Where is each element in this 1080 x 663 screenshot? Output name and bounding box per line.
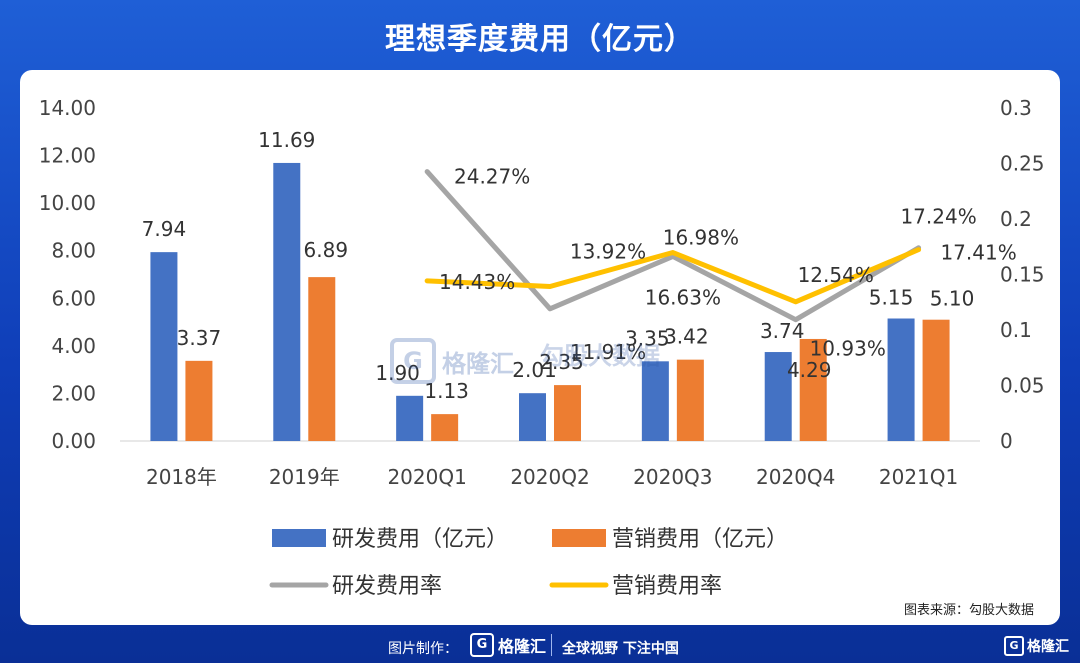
y-left-tick-label: 0.00 (51, 429, 96, 453)
bar-data-label: 3.42 (664, 325, 709, 349)
bar-data-label: 5.15 (869, 286, 914, 310)
bar (519, 393, 546, 441)
bar-data-label: 11.69 (258, 128, 315, 152)
bar-data-label: 3.74 (760, 319, 805, 343)
bar (887, 318, 915, 441)
watermark-brand-2: 勾股大数据 (540, 342, 660, 370)
x-tick-label: 2020Q1 (387, 465, 466, 489)
chart-card (20, 70, 1060, 625)
corner-brand-name: 格隆汇 (1027, 639, 1069, 655)
bar (308, 277, 336, 441)
source-note: 图表来源：勾股大数据 (904, 603, 1034, 618)
footer-brand: G 格隆汇 (470, 633, 546, 657)
y-right-tick-label: 0.25 (1000, 152, 1045, 176)
bar-data-label: 3.35 (625, 326, 670, 350)
line-data-label: 10.93% (810, 337, 886, 361)
y-left-tick-label: 8.00 (51, 239, 96, 263)
y-left-tick-label: 12.00 (39, 144, 96, 168)
legend-swatch (552, 529, 606, 547)
bar (185, 360, 213, 441)
corner-brand: G 格隆汇 (1004, 636, 1069, 656)
y-left-tick-label: 2.00 (51, 381, 96, 405)
legend-label: 研发费用率 (332, 574, 442, 599)
y-right-tick-label: 0.05 (1000, 374, 1045, 398)
y-left-tick-label: 6.00 (51, 286, 96, 310)
bar (799, 338, 827, 441)
footer-made-by: 图片制作： (388, 641, 458, 657)
corner-logo-icon: G (1004, 636, 1024, 656)
x-tick-label: 2020Q2 (510, 465, 589, 489)
legend-label: 研发费用（亿元） (332, 527, 508, 552)
y-right-tick-label: 0.2 (1000, 207, 1032, 231)
bar (554, 385, 581, 441)
line-data-label: 14.43% (439, 270, 515, 294)
x-tick-label: 2019年 (269, 465, 340, 489)
footer-divider (551, 634, 552, 656)
y-left-tick-label: 4.00 (51, 334, 96, 358)
brand-logo-icon: G (470, 633, 494, 657)
y-right-tick-label: 0.3 (1000, 96, 1032, 120)
bar (431, 414, 459, 441)
x-tick-label: 2020Q4 (756, 465, 835, 489)
line-data-label: 12.54% (798, 263, 874, 287)
watermark-brand: 格隆汇 (442, 349, 514, 378)
legend-swatch (272, 529, 326, 547)
bar-data-label: 7.94 (142, 217, 187, 241)
footer-brand-name: 格隆汇 (498, 637, 547, 656)
x-tick-label: 2021Q1 (879, 465, 958, 489)
bar (273, 162, 301, 441)
bar (396, 395, 424, 441)
bar-data-label: 3.37 (177, 326, 222, 350)
bar-data-label: 1.90 (375, 361, 420, 385)
y-right-tick-label: 0 (1000, 429, 1013, 453)
line-data-label: 11.91% (570, 340, 646, 364)
line-data-label: 17.41% (940, 241, 1016, 265)
bar (764, 352, 792, 441)
bar-data-label: 4.29 (787, 358, 832, 382)
line-data-label: 16.98% (663, 226, 739, 250)
y-right-tick-label: 0.1 (1000, 318, 1032, 342)
y-left-tick-label: 10.00 (39, 191, 96, 215)
series-line (424, 169, 922, 323)
legend-label: 营销费用率 (612, 574, 722, 599)
bar-data-label: 6.89 (304, 238, 349, 262)
bar (150, 252, 178, 441)
bar-data-label: 2.01 (512, 358, 557, 382)
bar-data-label: 5.10 (930, 287, 975, 311)
bar (641, 361, 669, 441)
footer-slogan: 全球视野 下注中国 (562, 641, 679, 657)
watermark-logo: G 格隆汇 (390, 338, 514, 384)
line-data-label: 16.63% (645, 285, 721, 309)
y-right-tick-label: 0.15 (1000, 263, 1045, 287)
x-tick-label: 2020Q3 (633, 465, 712, 489)
line-data-label: 24.27% (454, 165, 530, 189)
legend-label: 营销费用（亿元） (612, 527, 788, 552)
x-tick-label: 2018年 (146, 465, 217, 489)
bar (922, 319, 950, 441)
line-data-label: 17.24% (900, 205, 976, 229)
chart-title: 理想季度费用（亿元） (385, 22, 695, 57)
series-line (424, 247, 922, 305)
bar-data-label: 2.35 (539, 350, 584, 374)
line-data-label: 13.92% (570, 239, 646, 263)
bar (676, 359, 704, 441)
footer-bar: 图片制作： G 格隆汇 全球视野 下注中国 G 格隆汇 (0, 628, 1080, 663)
y-left-tick-label: 14.00 (39, 96, 96, 120)
watermark-logo-icon: G (390, 338, 436, 384)
